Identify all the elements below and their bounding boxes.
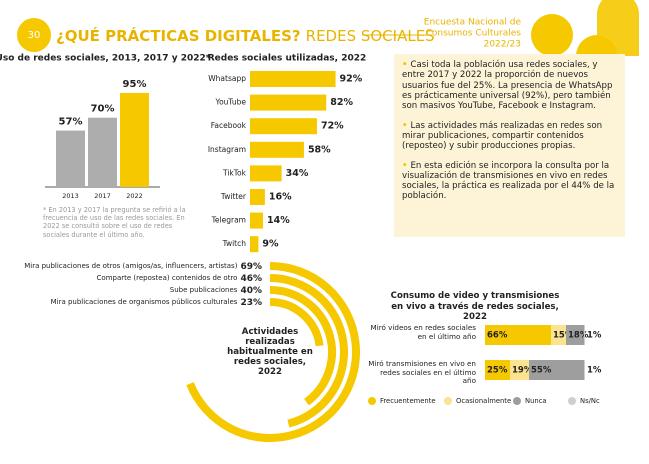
category-label: Sube publicaciones <box>170 286 238 294</box>
summary-text: Casi toda la población usa redes sociale… <box>402 60 617 112</box>
bar <box>250 118 317 135</box>
decoration <box>531 0 639 56</box>
value-label: 15% <box>553 331 574 341</box>
bar-segment <box>584 360 585 380</box>
value-label: 14% <box>267 215 290 226</box>
bar-segment <box>551 325 566 345</box>
bar <box>250 94 327 111</box>
title-bold: ¿QUÉ PRÁCTICAS DIGITALES? <box>56 26 301 45</box>
summary-box: Casi toda la población usa redes sociale… <box>394 54 625 237</box>
category-label: Comparte (repostea) contenidos de otro <box>97 274 238 282</box>
category-row: Comparte (repostea) contenidos de otro 46… <box>97 274 262 284</box>
value-label: 18% <box>568 331 589 341</box>
value-label: 9% <box>262 239 279 250</box>
x-tick-label: 2017 <box>94 192 111 200</box>
page-number: 30 <box>28 30 41 41</box>
category-label: Miró videos en redes sociales en el últi… <box>370 323 477 341</box>
footnote: * En 2013 y 2017 la pregunta se refirió … <box>43 206 186 239</box>
survey-line: Consumos Culturales <box>426 29 522 39</box>
value-label: 69% <box>240 262 262 272</box>
value-label: 72% <box>321 121 344 132</box>
value-label: 92% <box>340 74 363 85</box>
legend-swatch <box>444 397 452 405</box>
category-label: TikTok <box>222 168 247 177</box>
legend-label: Nunca <box>525 397 547 405</box>
value-label: 55% <box>531 366 552 376</box>
value-label: 1% <box>587 331 602 341</box>
bar <box>250 236 259 253</box>
value-label: 1% <box>587 366 602 376</box>
value-label: 70% <box>91 104 115 115</box>
bar-segment <box>485 325 551 345</box>
arc <box>269 274 348 428</box>
category-label: Twitter <box>220 192 247 201</box>
category-row: Sube publicaciones 40% <box>170 286 262 296</box>
value-label: 66% <box>487 331 508 341</box>
legend-swatch <box>368 397 376 405</box>
category-label: YouTube <box>215 98 247 107</box>
bar-segment <box>584 325 585 345</box>
legend-label: Frecuentemente <box>380 397 436 405</box>
legend-swatch <box>568 397 576 405</box>
value-label: 95% <box>123 79 147 90</box>
value-label: 58% <box>308 144 331 155</box>
category-row: Mira publicaciones de otros (amigos/as, … <box>24 262 262 272</box>
legend-swatch <box>513 397 521 405</box>
category-label: Twitch <box>222 239 247 248</box>
category-label: Miró transmisiones en vivo en redes soci… <box>368 359 476 386</box>
bar <box>250 189 265 205</box>
arc <box>186 262 360 442</box>
value-label: 19% <box>512 366 533 376</box>
value-label: 25% <box>487 366 508 376</box>
bar <box>250 71 336 87</box>
page-badge <box>17 18 51 52</box>
bar-segment <box>529 360 584 380</box>
bar <box>250 165 282 182</box>
category-label: Facebook <box>211 121 247 130</box>
category-row: Mira publicaciones de organismos público… <box>51 298 262 308</box>
value-label: 23% <box>240 298 262 308</box>
x-tick-label: 2013 <box>62 192 79 200</box>
bar <box>250 141 304 158</box>
bar <box>120 92 149 187</box>
bar-segment <box>510 360 529 380</box>
survey-line: 2022/23 <box>484 40 521 50</box>
legend-label: Ns/Nc <box>580 397 600 405</box>
value-label: 57% <box>59 117 83 128</box>
x-tick-label: 2022 <box>126 192 143 200</box>
chart-title: Actividades realizadas habitualmente en … <box>227 327 313 377</box>
chart-title: Uso de redes sociales, 2013, 2017 y 2022… <box>0 54 211 64</box>
category-label: Mira publicaciones de otros (amigos/as, … <box>24 262 237 270</box>
summary-text: En esta edición se incorpora la consulta… <box>402 161 617 202</box>
bar-segment <box>566 325 584 345</box>
value-label: 34% <box>286 168 309 179</box>
legend-label: Ocasionalmente <box>456 397 511 405</box>
bar <box>56 130 85 187</box>
bar-segment <box>485 360 510 380</box>
arc <box>269 286 336 406</box>
arc <box>269 298 324 347</box>
value-label: 40% <box>240 286 262 296</box>
summary-text: Las actividades más realizadas en redes … <box>402 121 617 152</box>
bar <box>250 212 264 229</box>
chart-title: Consumo de video y transmisiones en vivo… <box>390 291 560 323</box>
category-label: Telegram <box>211 216 246 225</box>
value-label: 46% <box>240 274 262 284</box>
category-label: Whatsapp <box>208 74 246 83</box>
category-label: Mira publicaciones de organismos público… <box>51 298 238 306</box>
bar <box>88 117 117 187</box>
value-label: 82% <box>330 97 353 108</box>
chart-title: Redes sociales utilizadas, 2022 <box>208 54 367 64</box>
survey-line: Encuesta Nacional de <box>424 18 522 28</box>
value-label: 16% <box>269 192 292 203</box>
category-label: Instagram <box>208 145 246 154</box>
